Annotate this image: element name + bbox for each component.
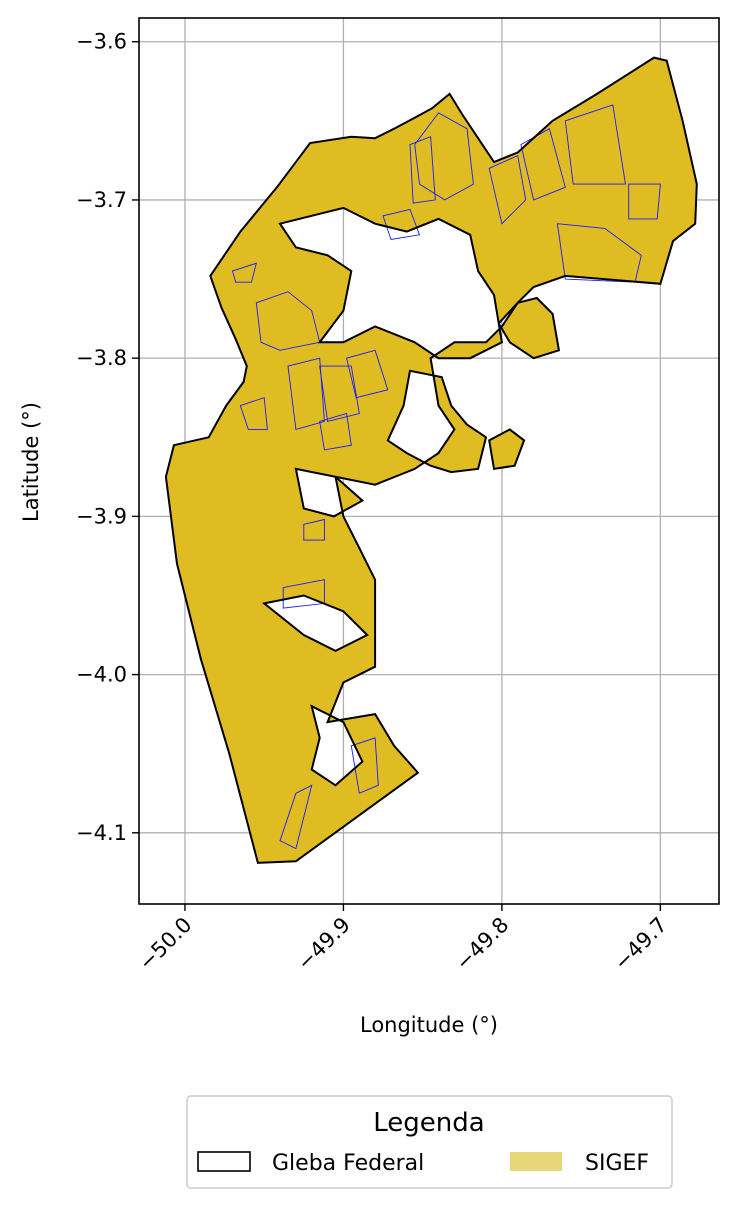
x-axis-label: Longitude (°): [360, 1013, 498, 1037]
sigef-parcel-13: [319, 412, 352, 451]
sigef-parcel-5: [628, 183, 661, 220]
y-axis-label: Latitude (°): [19, 402, 43, 522]
legend-swatch-sigef: [510, 1152, 562, 1171]
y-tick-label-3: −3.9: [76, 504, 127, 528]
sigef-parcel-0: [414, 112, 474, 201]
x-axis-ticks: −50.0 −49.9 −49.8 −49.7: [134, 904, 672, 975]
legend-label-sigef: SIGEF: [585, 1151, 649, 1176]
sigef-parcel-2: [488, 154, 527, 225]
sigef-parcel-6: [556, 223, 642, 283]
y-axis-ticks: −3.6 −3.7 −3.8 −3.9 −4.0 −4.1: [76, 30, 139, 845]
legend-title: Legenda: [373, 1108, 484, 1138]
sigef-parcel-7: [382, 208, 421, 241]
y-tick-label-0: −3.6: [76, 30, 127, 54]
x-tick-label-3: −49.7: [609, 913, 671, 975]
sigef-parcel-18: [350, 737, 379, 794]
y-tick-label-5: −4.1: [76, 821, 127, 845]
legend-swatch-gleba-federal: [197, 1151, 251, 1172]
sigef-parcel-12: [346, 349, 389, 399]
sigef-parcel-4: [564, 104, 627, 185]
sigef-parcel-3: [520, 128, 566, 201]
sigef-parcel-17: [279, 784, 313, 850]
x-tick-label-1: −49.9: [292, 913, 354, 975]
sigef-parcels: [231, 104, 661, 850]
legend: Legenda Gleba Federal SIGEF: [186, 1095, 673, 1189]
x-tick-label-0: −50.0: [134, 913, 196, 975]
plot-frame: [138, 17, 720, 905]
legend-label-gleba-federal: Gleba Federal: [272, 1151, 424, 1176]
sigef-parcel-8: [231, 262, 257, 283]
gleba-federal-outline: [164, 56, 698, 864]
sigef-parcel-10: [287, 357, 325, 430]
sigef-parcel-1: [409, 136, 436, 204]
y-tick-label-2: −3.8: [76, 346, 127, 370]
x-tick-label-2: −49.8: [451, 913, 513, 975]
sigef-parcel-11: [319, 365, 360, 422]
sigef-parcel-16: [303, 518, 325, 541]
sigef-area: [165, 57, 697, 863]
y-tick-label-4: −4.0: [76, 663, 127, 687]
y-tick-label-1: −3.7: [76, 188, 127, 212]
sigef-parcel-14: [239, 397, 268, 430]
